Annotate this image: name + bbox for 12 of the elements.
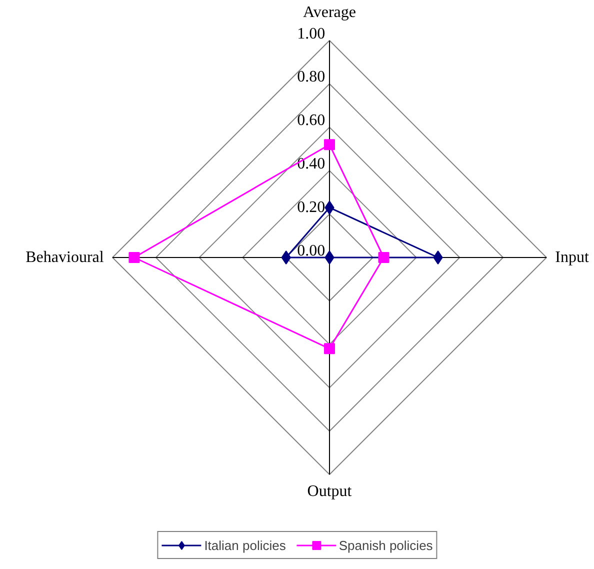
y-tick-label: 0.60 xyxy=(297,112,326,130)
legend-label: Spanish policies xyxy=(338,538,433,552)
y-tick-label: 0.20 xyxy=(297,198,326,216)
spoke-label: Behavioural xyxy=(26,249,104,266)
y-tick-label: 0.80 xyxy=(297,68,326,86)
y-tick-label: 0.40 xyxy=(297,156,326,173)
y-tick-label: 1.00 xyxy=(297,25,326,42)
legend-label: Italian policies xyxy=(204,538,286,552)
spoke-label: Average xyxy=(303,4,356,21)
spoke-label: Output xyxy=(307,483,352,500)
y-tick-label: 0.00 xyxy=(297,242,326,260)
spoke-label: Input xyxy=(555,249,590,266)
